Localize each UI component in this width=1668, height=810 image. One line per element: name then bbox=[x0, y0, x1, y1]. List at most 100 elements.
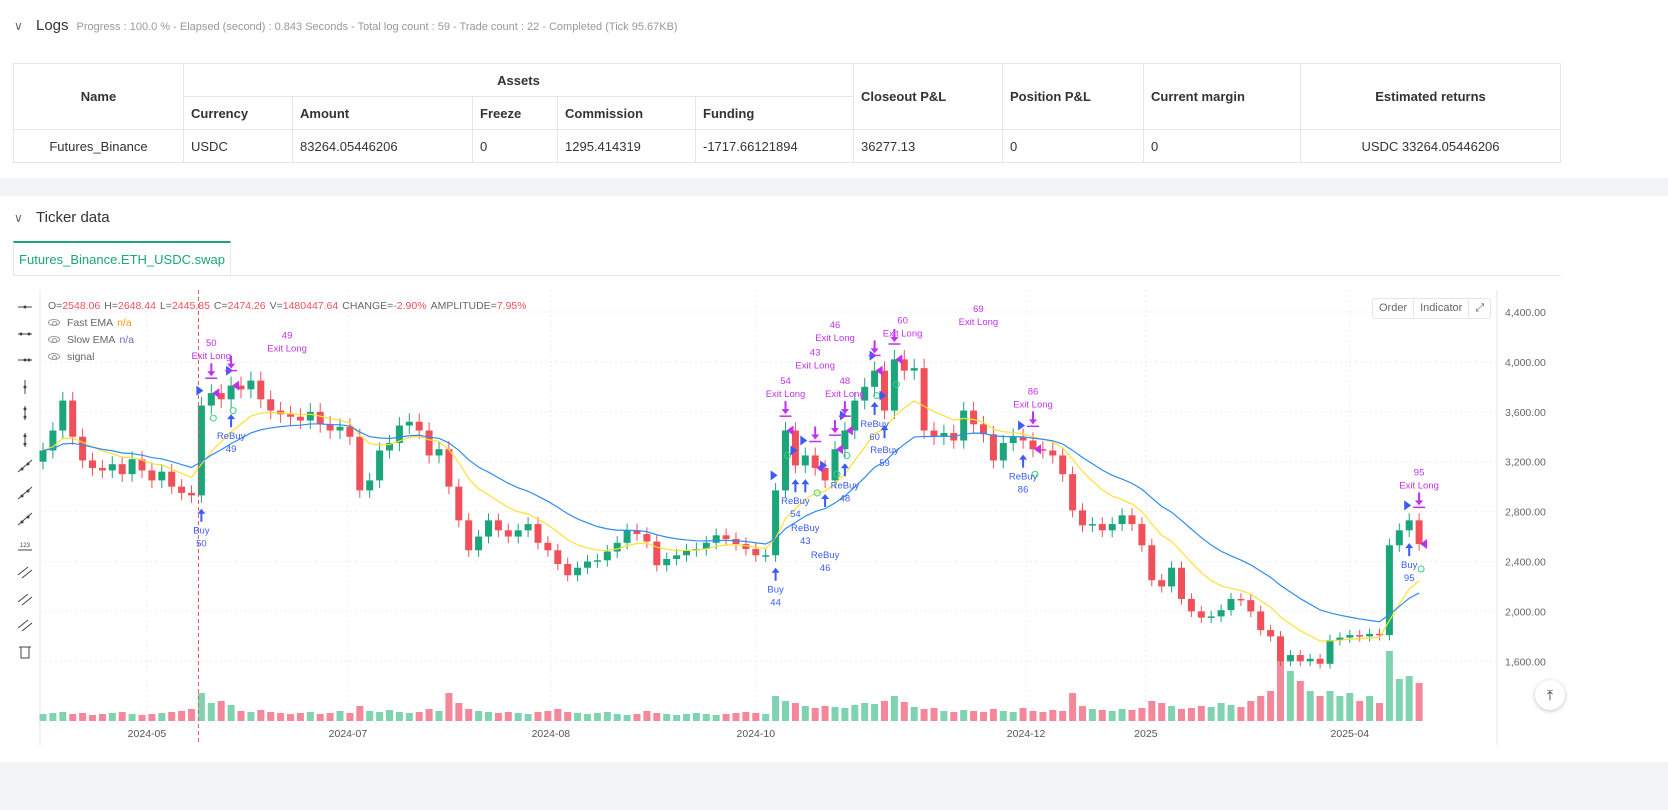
tab-eth-usdc-swap[interactable]: Futures_Binance.ETH_USDC.swap bbox=[13, 241, 231, 276]
exit-marker[interactable]: 95 Exit Long bbox=[1399, 467, 1439, 573]
candle-body bbox=[841, 430, 849, 450]
candle-body bbox=[544, 542, 552, 551]
candle-body bbox=[227, 385, 235, 400]
candle-body bbox=[514, 530, 522, 537]
buy-marker[interactable]: ReBuy 46 bbox=[811, 460, 840, 574]
order-button[interactable]: Order bbox=[1373, 299, 1415, 318]
exit-marker[interactable]: 46 Exit Long bbox=[815, 320, 855, 478]
volume-bar bbox=[524, 714, 532, 721]
volume-bar bbox=[494, 713, 502, 721]
ray-line-icon[interactable] bbox=[12, 480, 38, 507]
buy-marker[interactable]: ReBuy 43 bbox=[791, 435, 820, 547]
volume-bar bbox=[1197, 706, 1205, 721]
volume-bar bbox=[980, 712, 987, 721]
slow-ema-value: n/a bbox=[119, 333, 135, 346]
candle-body bbox=[148, 470, 156, 481]
buy-marker[interactable]: ReBuy 54 bbox=[781, 445, 810, 520]
volume-bar bbox=[39, 714, 47, 721]
indicator-button[interactable]: Indicator bbox=[1414, 299, 1470, 318]
signal-circle bbox=[784, 452, 791, 460]
exit-marker[interactable]: 54 Exit Long bbox=[766, 376, 806, 460]
exit-marker[interactable]: 50 Exit Long bbox=[191, 338, 231, 422]
change-label: CHANGE= bbox=[342, 299, 394, 312]
legend-signal[interactable]: signal bbox=[48, 348, 527, 365]
volume-bar bbox=[1009, 712, 1017, 721]
marker-text: ReBuy bbox=[1009, 472, 1038, 483]
candle-body bbox=[881, 370, 888, 411]
buy-marker[interactable]: Buy 50 bbox=[193, 385, 210, 550]
volume-bar bbox=[1128, 710, 1136, 721]
buy-marker[interactable]: Buy 44 bbox=[767, 470, 784, 609]
arrow-down-icon bbox=[831, 420, 839, 434]
buy-marker[interactable]: ReBuy 86 bbox=[1009, 420, 1038, 496]
candle-body bbox=[980, 424, 987, 435]
slow-ema-line bbox=[42, 423, 1420, 623]
signal-circle bbox=[209, 414, 217, 422]
price-label-icon[interactable]: 123 bbox=[12, 533, 38, 560]
volume-bar bbox=[574, 713, 582, 721]
horizontal-segment-icon[interactable] bbox=[12, 347, 38, 374]
candle-body bbox=[108, 464, 116, 471]
eye-icon[interactable] bbox=[48, 319, 60, 326]
y-tick-label: 4,000.00 bbox=[1505, 357, 1546, 369]
segment-icon[interactable] bbox=[12, 506, 38, 533]
eye-icon[interactable] bbox=[48, 336, 60, 343]
candle-body bbox=[346, 426, 354, 437]
chevron-down-icon[interactable]: ∨ bbox=[14, 211, 23, 225]
legend-slow-ema[interactable]: Slow EMA n/a bbox=[48, 331, 527, 348]
volume-bar bbox=[435, 711, 443, 721]
exit-marker[interactable]: 48 Exit Long bbox=[825, 376, 865, 460]
horizontal-line-icon[interactable] bbox=[12, 294, 38, 321]
candle-body bbox=[910, 368, 918, 371]
volume-bar bbox=[1336, 696, 1344, 721]
fib-lines-icon[interactable] bbox=[12, 612, 38, 639]
exit-marker[interactable]: 49 Exit Long bbox=[225, 331, 307, 415]
candle-body bbox=[386, 442, 393, 451]
horizontal-ray-icon[interactable] bbox=[12, 321, 38, 348]
triangle-right-icon bbox=[770, 470, 778, 481]
candle-body bbox=[1227, 598, 1235, 611]
vertical-segment-icon[interactable] bbox=[12, 427, 38, 454]
col-returns: Estimated returns bbox=[1300, 63, 1561, 130]
marker-text: ReBuy bbox=[860, 419, 889, 430]
parallel-channel-icon[interactable] bbox=[12, 559, 38, 586]
buy-marker[interactable]: Buy 95 bbox=[1401, 500, 1418, 584]
trend-line-icon[interactable] bbox=[12, 453, 38, 480]
volume-bar bbox=[1029, 711, 1037, 721]
vertical-line-icon[interactable] bbox=[12, 374, 38, 401]
volume-bar bbox=[1039, 712, 1047, 721]
assets-table: Name Assets Closeout P&L Position P&L Cu… bbox=[13, 63, 1561, 163]
eye-icon[interactable] bbox=[48, 353, 60, 360]
x-tick-label: 2025 bbox=[1134, 728, 1158, 740]
exit-marker[interactable]: 60 Exit Long bbox=[868, 315, 923, 400]
arrow-down-icon bbox=[227, 355, 236, 369]
buy-marker[interactable]: ReBuy 59 bbox=[870, 390, 899, 470]
volume-bar bbox=[138, 715, 146, 721]
candle-body bbox=[366, 480, 374, 491]
candle-body bbox=[207, 393, 215, 406]
tab-divider bbox=[231, 275, 1561, 276]
exit-marker[interactable]: 86 Exit Long bbox=[1013, 386, 1053, 478]
trash-icon[interactable] bbox=[12, 639, 38, 666]
volume-bar bbox=[1049, 710, 1057, 721]
cell-commission: 1295.414319 bbox=[557, 129, 696, 163]
multi-line-icon[interactable] bbox=[12, 586, 38, 613]
candle-body bbox=[1158, 580, 1166, 587]
vertical-ray-icon[interactable] bbox=[12, 400, 38, 427]
exit-marker[interactable]: 69 Exit Long bbox=[888, 304, 998, 388]
volume-bar bbox=[1316, 696, 1324, 721]
scroll-top-button[interactable]: ⤒ bbox=[1535, 680, 1565, 710]
fast-ema-label: Fast EMA bbox=[67, 316, 114, 329]
legend-fast-ema[interactable]: Fast EMA n/a bbox=[48, 314, 527, 331]
candle-body bbox=[188, 492, 195, 496]
arrow-up-icon bbox=[870, 401, 879, 415]
volume-bar bbox=[623, 715, 631, 721]
volume-bar bbox=[98, 714, 106, 721]
fullscreen-icon[interactable]: ⤢ bbox=[1475, 302, 1485, 314]
candle-body bbox=[742, 544, 750, 550]
ticker-header[interactable]: ∨ Ticker data bbox=[14, 209, 110, 226]
logs-header[interactable]: ∨ Logs Progress : 100.0 % - Elapsed (sec… bbox=[14, 17, 678, 34]
chevron-down-icon[interactable]: ∨ bbox=[14, 19, 23, 33]
volume-bar bbox=[673, 715, 681, 721]
